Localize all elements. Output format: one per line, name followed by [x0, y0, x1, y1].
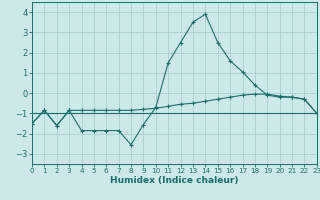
X-axis label: Humidex (Indice chaleur): Humidex (Indice chaleur) — [110, 176, 239, 185]
